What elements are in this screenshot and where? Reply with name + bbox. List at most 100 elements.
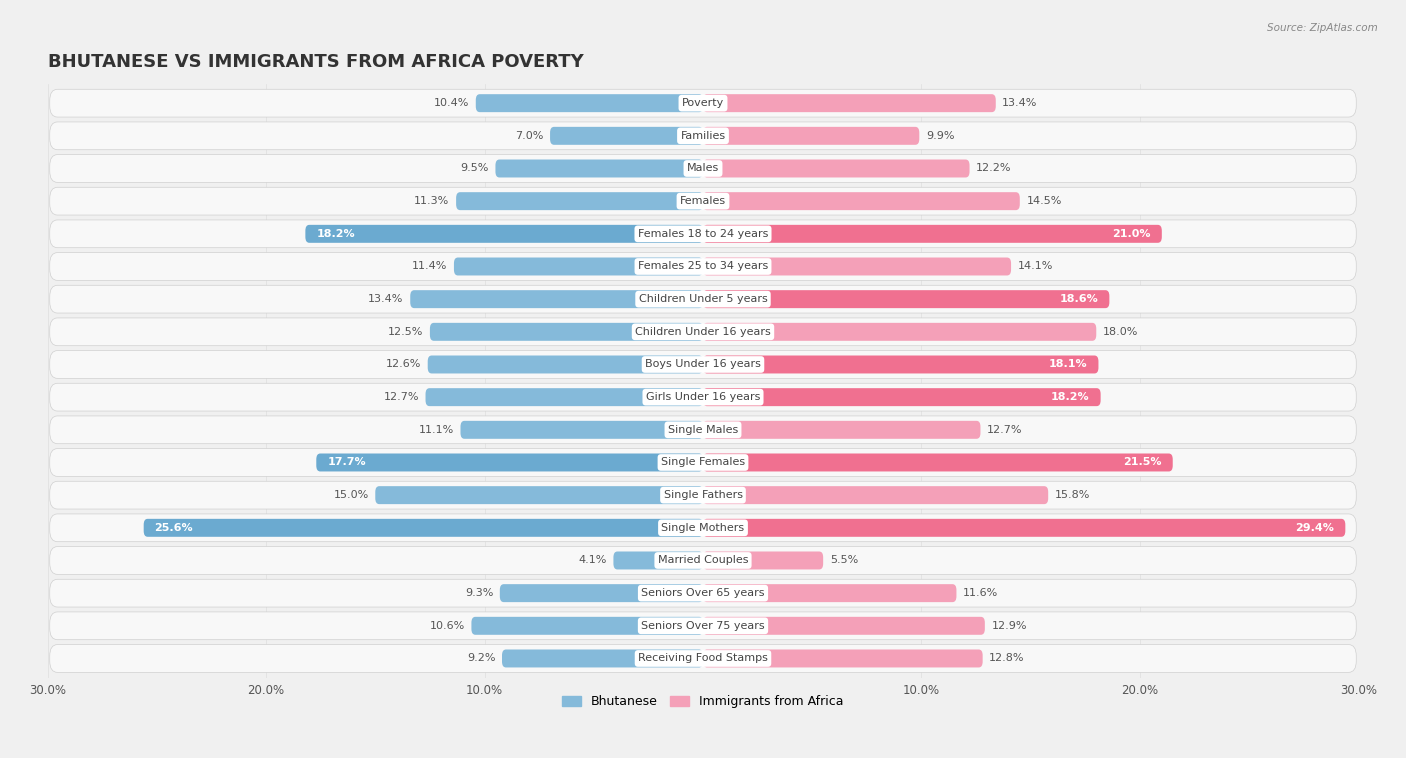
FancyBboxPatch shape <box>703 193 1019 210</box>
FancyBboxPatch shape <box>703 258 1011 275</box>
FancyBboxPatch shape <box>550 127 703 145</box>
FancyBboxPatch shape <box>143 518 703 537</box>
Text: 17.7%: 17.7% <box>328 458 366 468</box>
FancyBboxPatch shape <box>703 225 1161 243</box>
FancyBboxPatch shape <box>427 356 703 374</box>
Text: 9.2%: 9.2% <box>467 653 495 663</box>
Text: Girls Under 16 years: Girls Under 16 years <box>645 392 761 402</box>
Text: 11.3%: 11.3% <box>415 196 450 206</box>
FancyBboxPatch shape <box>471 617 703 634</box>
Text: 12.9%: 12.9% <box>991 621 1026 631</box>
Text: Families: Families <box>681 131 725 141</box>
FancyBboxPatch shape <box>49 351 1357 378</box>
FancyBboxPatch shape <box>499 584 703 602</box>
Text: 4.1%: 4.1% <box>578 556 607 565</box>
FancyBboxPatch shape <box>613 552 703 569</box>
Text: 9.5%: 9.5% <box>461 164 489 174</box>
Text: 14.1%: 14.1% <box>1018 262 1053 271</box>
Text: 13.4%: 13.4% <box>368 294 404 304</box>
FancyBboxPatch shape <box>49 122 1357 150</box>
Text: Females: Females <box>681 196 725 206</box>
Text: 12.8%: 12.8% <box>990 653 1025 663</box>
FancyBboxPatch shape <box>305 225 703 243</box>
Text: Single Females: Single Females <box>661 458 745 468</box>
FancyBboxPatch shape <box>703 552 823 569</box>
Text: Children Under 16 years: Children Under 16 years <box>636 327 770 337</box>
Text: 11.1%: 11.1% <box>419 424 454 435</box>
FancyBboxPatch shape <box>375 486 703 504</box>
Text: Females 18 to 24 years: Females 18 to 24 years <box>638 229 768 239</box>
FancyBboxPatch shape <box>703 388 1101 406</box>
Text: 10.6%: 10.6% <box>430 621 465 631</box>
FancyBboxPatch shape <box>703 650 983 668</box>
FancyBboxPatch shape <box>49 187 1357 215</box>
Text: BHUTANESE VS IMMIGRANTS FROM AFRICA POVERTY: BHUTANESE VS IMMIGRANTS FROM AFRICA POVE… <box>48 53 583 71</box>
FancyBboxPatch shape <box>703 94 995 112</box>
Text: 12.7%: 12.7% <box>987 424 1022 435</box>
Text: 29.4%: 29.4% <box>1295 523 1334 533</box>
FancyBboxPatch shape <box>703 159 970 177</box>
FancyBboxPatch shape <box>49 318 1357 346</box>
Text: 7.0%: 7.0% <box>515 131 544 141</box>
Legend: Bhutanese, Immigrants from Africa: Bhutanese, Immigrants from Africa <box>557 691 849 713</box>
Text: 12.7%: 12.7% <box>384 392 419 402</box>
FancyBboxPatch shape <box>49 89 1357 117</box>
Text: 11.4%: 11.4% <box>412 262 447 271</box>
Text: Seniors Over 75 years: Seniors Over 75 years <box>641 621 765 631</box>
Text: 21.0%: 21.0% <box>1112 229 1152 239</box>
Text: Source: ZipAtlas.com: Source: ZipAtlas.com <box>1267 23 1378 33</box>
Text: 21.5%: 21.5% <box>1123 458 1161 468</box>
Text: 18.1%: 18.1% <box>1049 359 1087 369</box>
FancyBboxPatch shape <box>49 547 1357 575</box>
Text: 25.6%: 25.6% <box>155 523 193 533</box>
Text: Poverty: Poverty <box>682 99 724 108</box>
Text: Seniors Over 65 years: Seniors Over 65 years <box>641 588 765 598</box>
FancyBboxPatch shape <box>703 127 920 145</box>
FancyBboxPatch shape <box>426 388 703 406</box>
FancyBboxPatch shape <box>703 617 984 634</box>
FancyBboxPatch shape <box>461 421 703 439</box>
Text: 14.5%: 14.5% <box>1026 196 1062 206</box>
FancyBboxPatch shape <box>703 290 1109 309</box>
Text: 10.4%: 10.4% <box>434 99 470 108</box>
FancyBboxPatch shape <box>49 644 1357 672</box>
Text: 13.4%: 13.4% <box>1002 99 1038 108</box>
Text: 18.0%: 18.0% <box>1102 327 1139 337</box>
FancyBboxPatch shape <box>49 449 1357 476</box>
FancyBboxPatch shape <box>703 453 1173 471</box>
Text: 12.2%: 12.2% <box>976 164 1011 174</box>
FancyBboxPatch shape <box>703 486 1049 504</box>
Text: Married Couples: Married Couples <box>658 556 748 565</box>
FancyBboxPatch shape <box>49 514 1357 542</box>
Text: Males: Males <box>688 164 718 174</box>
Text: 15.0%: 15.0% <box>333 490 368 500</box>
FancyBboxPatch shape <box>703 584 956 602</box>
Text: 12.5%: 12.5% <box>388 327 423 337</box>
Text: 18.2%: 18.2% <box>316 229 354 239</box>
Text: 18.6%: 18.6% <box>1060 294 1098 304</box>
FancyBboxPatch shape <box>411 290 703 309</box>
Text: 5.5%: 5.5% <box>830 556 858 565</box>
FancyBboxPatch shape <box>502 650 703 668</box>
FancyBboxPatch shape <box>49 220 1357 248</box>
Text: Females 25 to 34 years: Females 25 to 34 years <box>638 262 768 271</box>
FancyBboxPatch shape <box>456 193 703 210</box>
FancyBboxPatch shape <box>316 453 703 471</box>
Text: 18.2%: 18.2% <box>1052 392 1090 402</box>
Text: 15.8%: 15.8% <box>1054 490 1090 500</box>
Text: Single Mothers: Single Mothers <box>661 523 745 533</box>
FancyBboxPatch shape <box>49 384 1357 411</box>
FancyBboxPatch shape <box>703 323 1097 341</box>
FancyBboxPatch shape <box>454 258 703 275</box>
Text: Single Fathers: Single Fathers <box>664 490 742 500</box>
Text: 9.3%: 9.3% <box>465 588 494 598</box>
FancyBboxPatch shape <box>49 416 1357 443</box>
Text: 12.6%: 12.6% <box>385 359 422 369</box>
Text: 11.6%: 11.6% <box>963 588 998 598</box>
FancyBboxPatch shape <box>703 421 980 439</box>
Text: Single Males: Single Males <box>668 424 738 435</box>
FancyBboxPatch shape <box>49 252 1357 280</box>
FancyBboxPatch shape <box>703 518 1346 537</box>
FancyBboxPatch shape <box>475 94 703 112</box>
FancyBboxPatch shape <box>49 612 1357 640</box>
